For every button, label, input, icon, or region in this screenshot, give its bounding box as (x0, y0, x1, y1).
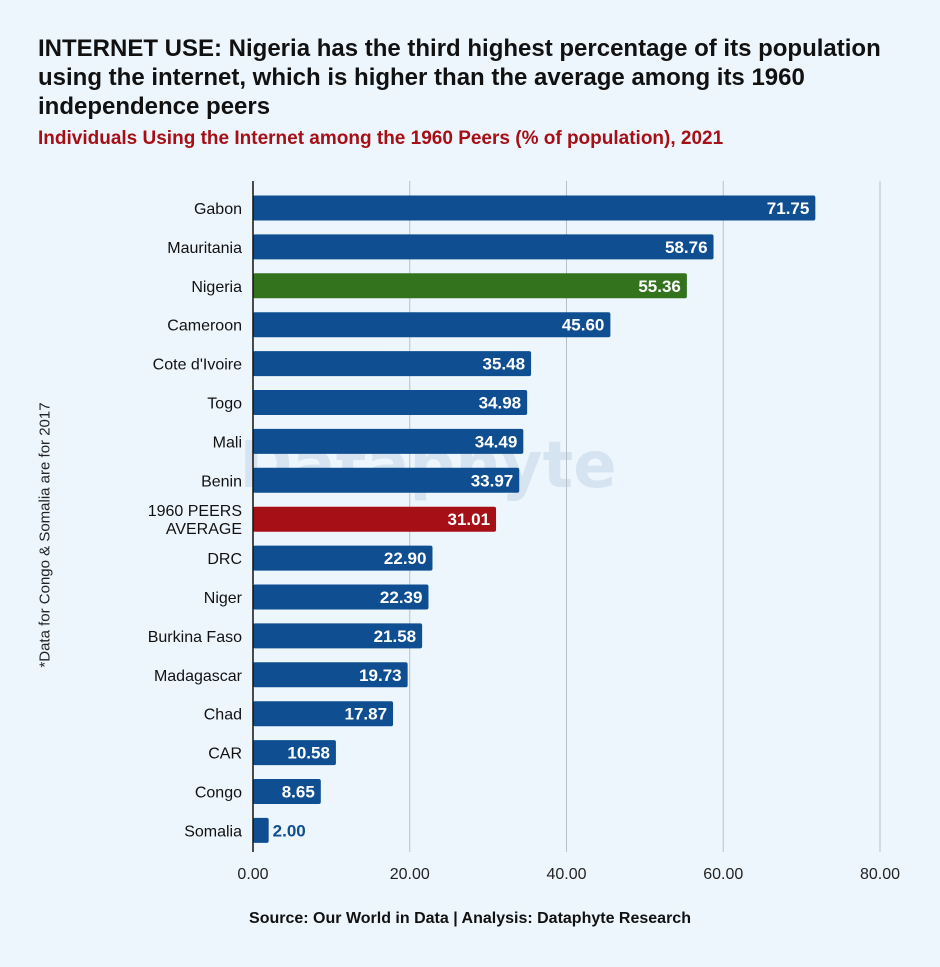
x-tick-label: 20.00 (390, 866, 430, 883)
category-label: Cote d'Ivoire (153, 357, 242, 374)
bars: 71.75 58.76 55.36 45.60 35.48 34.98 34.49 33.97… (253, 195, 816, 843)
bar (253, 428, 524, 454)
bar-value-label: 8.65 (282, 783, 315, 802)
bar-value-label: 17.87 (345, 705, 388, 724)
bar-value-label: 10.58 (287, 744, 330, 763)
bar (253, 584, 429, 610)
bar-value-label: 21.58 (374, 627, 417, 646)
bar (253, 390, 528, 415)
category-label: Nigeria (191, 279, 242, 296)
chart-subtitle: Individuals Using the Internet among the… (38, 128, 724, 149)
bar-value-label: 31.01 (447, 510, 490, 529)
x-axis-ticks: 0.00 20.00 40.00 60.00 80.00 (237, 866, 900, 883)
bar-value-label: 22.90 (384, 549, 427, 568)
bar (253, 662, 408, 688)
x-tick-label: 40.00 (546, 866, 586, 883)
bar (253, 701, 394, 727)
bar (253, 623, 423, 649)
category-label: Gabon (194, 201, 242, 218)
category-label: 1960 PEERS (148, 503, 242, 520)
bar-value-label: 2.00 (273, 821, 306, 840)
bar (253, 234, 714, 260)
category-label: Togo (207, 396, 242, 413)
category-label: DRC (207, 551, 242, 568)
category-label: Niger (204, 590, 243, 607)
bar (253, 351, 532, 377)
bar (253, 467, 520, 493)
bar-value-label: 58.76 (665, 238, 708, 257)
bar-value-label: 19.73 (359, 666, 402, 685)
bar (253, 273, 687, 299)
bar-value-label: 35.48 (483, 355, 526, 374)
category-label: Burkina Faso (148, 629, 242, 646)
x-tick-label: 60.00 (703, 866, 743, 883)
bar (253, 312, 611, 338)
bar-value-label: 22.39 (380, 588, 423, 607)
category-label: AVERAGE (166, 521, 242, 538)
category-label: Chad (204, 707, 242, 724)
bar-value-label: 71.75 (767, 199, 810, 218)
bar (253, 506, 497, 532)
bar (253, 195, 816, 221)
category-label: Madagascar (154, 668, 243, 685)
category-label: Congo (195, 785, 242, 802)
bar-value-label: 45.60 (562, 316, 605, 335)
category-label: Benin (201, 473, 242, 490)
category-label: Cameroon (167, 318, 242, 335)
source-note: Source: Our World in Data | Analysis: Da… (249, 910, 691, 927)
bar (253, 545, 433, 571)
category-label: CAR (208, 746, 242, 763)
bar-value-label: 34.98 (479, 394, 522, 413)
bar-value-label: 34.49 (475, 432, 518, 451)
bar-value-label: 55.36 (638, 277, 681, 296)
bar (253, 817, 269, 843)
x-tick-label: 0.00 (237, 866, 268, 883)
category-labels: Gabon Mauritania Nigeria Cameroon Cote d'Ivo… (148, 201, 243, 840)
x-tick-label: 80.00 (860, 866, 900, 883)
category-label: Somalia (184, 823, 242, 840)
category-label: Mali (213, 434, 242, 451)
bar (253, 779, 321, 804)
category-label: Mauritania (167, 240, 242, 257)
bar-value-label: 33.97 (471, 471, 514, 490)
chart-title: INTERNET USE: Nigeria has the third high… (38, 35, 881, 120)
bar (253, 740, 336, 766)
